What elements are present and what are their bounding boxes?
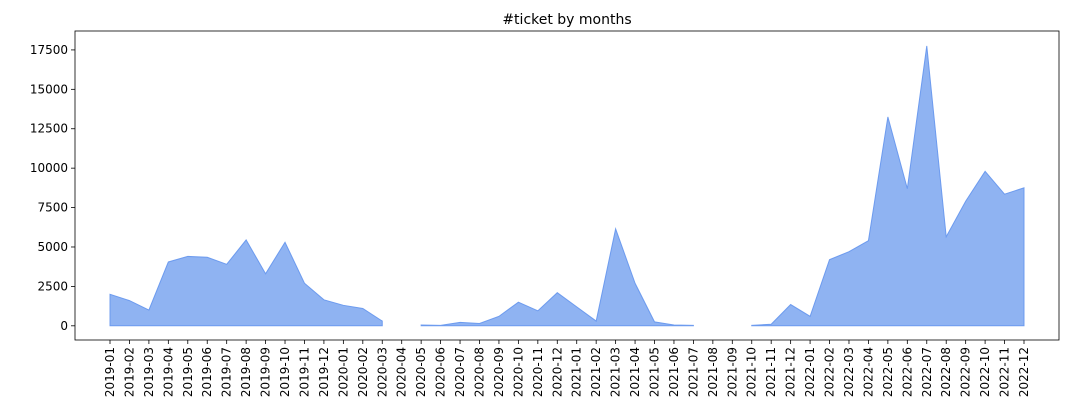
- area-segment-0-0: [109, 239, 383, 327]
- y-tick-label: 15000: [30, 82, 68, 96]
- y-axis: 0 2500 5000 7500 10000 12500 15000 17500: [30, 43, 75, 333]
- y-tick-label: 12500: [30, 122, 68, 136]
- x-tick-label: 2021-03: [609, 347, 623, 397]
- y-tick-label: 2500: [37, 279, 68, 293]
- x-tick-label: 2022-05: [881, 347, 895, 397]
- x-tick-label: 2019-09: [259, 347, 273, 397]
- x-tick-label: 2021-11: [764, 347, 778, 397]
- x-tick-label: 2020-08: [472, 347, 486, 397]
- x-tick-label: 2021-04: [628, 347, 642, 397]
- x-tick-label: 2022-04: [861, 347, 875, 397]
- x-tick-label: 2022-11: [998, 347, 1012, 397]
- y-tick-label: 10000: [30, 161, 68, 175]
- x-tick-label: 2022-08: [939, 347, 953, 397]
- x-tick-label: 2022-12: [1017, 347, 1031, 397]
- x-tick-label: 2019-11: [297, 347, 311, 397]
- x-tick-label: 2021-07: [686, 347, 700, 397]
- x-tick-label: 2019-12: [317, 347, 331, 397]
- y-tick-label: 7500: [37, 201, 68, 215]
- x-tick-label: 2019-02: [122, 347, 136, 397]
- y-tick-label: 0: [60, 319, 68, 333]
- x-axis: 2019-01 2019-02 2019-03 2019-04 2019-05 2019-…: [103, 340, 1031, 397]
- chart-title: #ticket by months: [502, 12, 631, 28]
- y-tick-label: 5000: [37, 240, 68, 254]
- x-tick-label: 2022-03: [842, 347, 856, 397]
- x-tick-label: 2020-01: [336, 347, 350, 397]
- x-tick-label: 2019-05: [181, 347, 195, 397]
- x-tick-label: 2019-07: [220, 347, 234, 397]
- x-tick-label: 2019-10: [278, 347, 292, 397]
- x-tick-label: 2022-06: [900, 347, 914, 397]
- x-tick-label: 2020-05: [414, 347, 428, 397]
- x-tick-label: 2021-10: [745, 347, 759, 397]
- x-tick-label: 2020-06: [434, 347, 448, 397]
- x-tick-label: 2022-07: [920, 347, 934, 397]
- x-tick-label: 2022-09: [959, 347, 973, 397]
- plot-frame: [74, 30, 1060, 341]
- x-tick-label: 2021-05: [648, 347, 662, 397]
- y-tick-label: 17500: [30, 43, 68, 57]
- x-tick-label: 2021-02: [589, 347, 603, 397]
- x-tick-label: 2021-01: [570, 347, 584, 397]
- x-tick-label: 2020-04: [395, 347, 409, 397]
- x-tick-label: 2020-02: [356, 347, 370, 397]
- area-segment-0-1: [420, 227, 694, 327]
- area-series: [109, 45, 1025, 327]
- x-tick-label: 2022-01: [803, 347, 817, 397]
- x-tick-label: 2021-06: [667, 347, 681, 397]
- x-tick-label: 2021-12: [784, 347, 798, 397]
- area-segment-0-2: [751, 45, 1025, 327]
- x-tick-label: 2020-03: [375, 347, 389, 397]
- x-tick-label: 2019-04: [161, 347, 175, 397]
- x-tick-label: 2021-08: [706, 347, 720, 397]
- x-tick-label: 2021-09: [725, 347, 739, 397]
- x-tick-label: 2019-03: [142, 347, 156, 397]
- x-tick-label: 2019-01: [103, 347, 117, 397]
- x-tick-label: 2020-07: [453, 347, 467, 397]
- x-tick-label: 2020-10: [511, 347, 525, 397]
- x-tick-label: 2020-12: [550, 347, 564, 397]
- x-tick-label: 2020-09: [492, 347, 506, 397]
- x-tick-label: 2019-08: [239, 347, 253, 397]
- x-tick-label: 2022-02: [823, 347, 837, 397]
- x-tick-label: 2022-10: [978, 347, 992, 397]
- x-tick-label: 2020-11: [531, 347, 545, 397]
- x-tick-label: 2019-06: [200, 347, 214, 397]
